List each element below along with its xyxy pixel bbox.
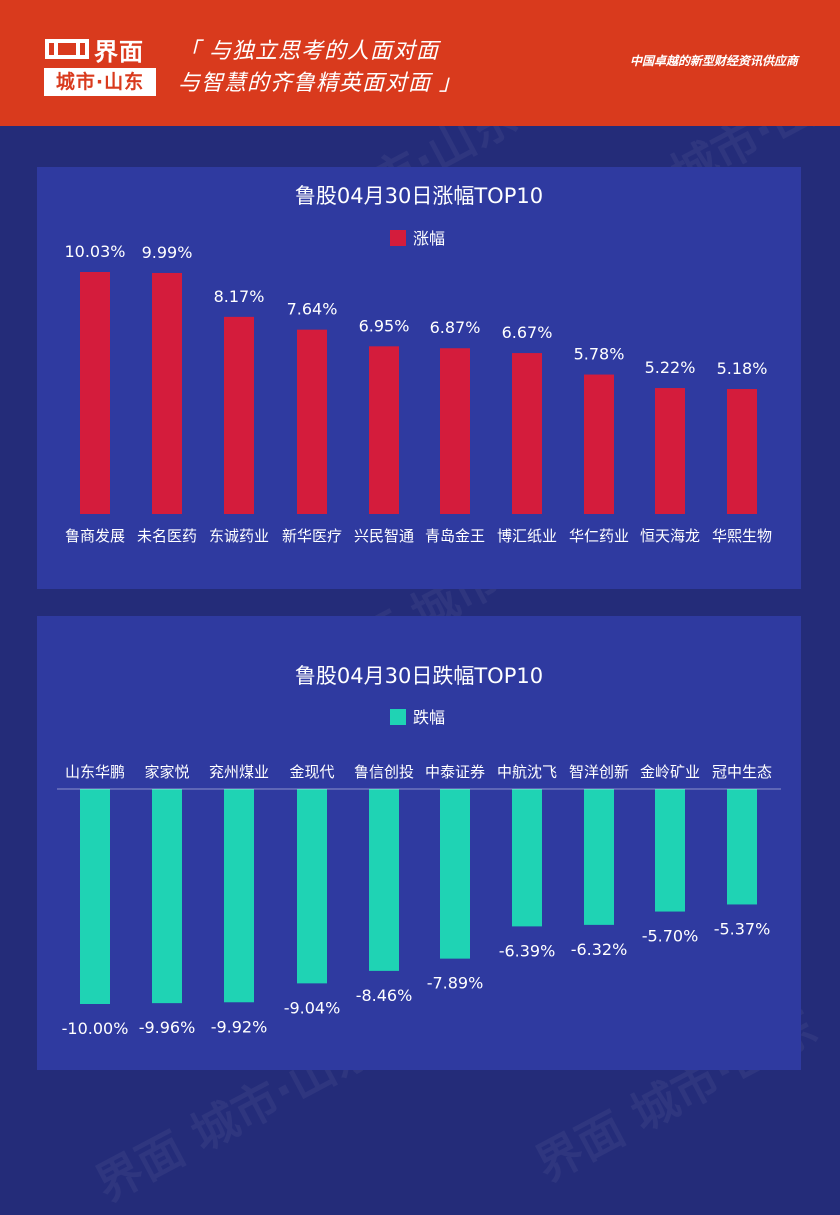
legend-swatch xyxy=(390,709,406,725)
data-label: 5.22% xyxy=(645,358,696,377)
bar xyxy=(297,789,327,984)
bar xyxy=(512,789,542,927)
logo-mark-icon xyxy=(45,39,89,59)
category-label: 家家悦 xyxy=(144,763,189,781)
category-label: 东诚药业 xyxy=(209,527,269,545)
data-label: -7.89% xyxy=(427,974,484,993)
category-label: 博汇纸业 xyxy=(497,527,557,545)
bar xyxy=(584,789,614,925)
legend-swatch xyxy=(390,230,406,246)
data-label: 10.03% xyxy=(64,242,125,261)
category-label: 青岛金王 xyxy=(425,527,485,545)
bar xyxy=(297,329,327,514)
data-label: -5.70% xyxy=(642,927,699,946)
category-label: 金岭矿业 xyxy=(640,763,700,781)
data-label: -8.46% xyxy=(356,986,413,1005)
category-label: 智洋创新 xyxy=(569,763,629,781)
rise-chart: 鲁股04月30日涨幅TOP10 涨幅 10.03% 鲁商发展 9.99% 未名医药 8.17… xyxy=(64,184,772,545)
category-label: 华仁药业 xyxy=(569,527,629,545)
chart-title: 鲁股04月30日涨幅TOP10 xyxy=(295,184,543,208)
category-label: 鲁信创投 xyxy=(354,763,414,781)
bar xyxy=(224,316,254,514)
data-label: -10.00% xyxy=(62,1019,129,1038)
slogan-line-1: 「 与独立思考的人面对面 xyxy=(178,39,439,64)
data-label: 6.95% xyxy=(359,316,410,335)
bar xyxy=(80,789,110,1004)
bar xyxy=(369,346,399,514)
bar xyxy=(440,348,470,514)
category-label: 新华医疗 xyxy=(282,527,342,545)
category-label: 华熙生物 xyxy=(712,527,772,545)
category-label: 中泰证券 xyxy=(425,763,485,781)
category-label: 未名医药 xyxy=(137,527,197,545)
data-label: 7.64% xyxy=(287,300,338,319)
category-label: 中航沈飞 xyxy=(497,763,557,781)
category-label: 鲁商发展 xyxy=(65,527,125,545)
logo-text: 界面 xyxy=(94,37,144,66)
chart-title: 鲁股04月30日跌幅TOP10 xyxy=(295,664,543,688)
category-label: 兖州煤业 xyxy=(209,763,269,781)
bar xyxy=(369,789,399,971)
category-label: 兴民智通 xyxy=(354,527,414,545)
logo-city: 城市·山东 xyxy=(44,68,156,96)
data-label: -9.92% xyxy=(211,1017,268,1036)
category-label: 金现代 xyxy=(289,763,334,781)
brand-logo: 界面 城市·山东 xyxy=(44,34,156,96)
slogan: 「 与独立思考的人面对面 与智慧的齐鲁精英面对面 」 xyxy=(178,36,462,100)
legend-label: 跌幅 xyxy=(413,708,445,727)
bar xyxy=(727,789,757,905)
data-label: 6.67% xyxy=(502,323,553,342)
data-label: 5.18% xyxy=(717,359,768,378)
header-banner: 界面 城市·山东 「 与独立思考的人面对面 与智慧的齐鲁精英面对面 」 中国卓越… xyxy=(0,0,840,126)
bar xyxy=(224,789,254,1003)
fall-chart: 鲁股04月30日跌幅TOP10 跌幅 -10.00% 山东华鹏 -9.96% 家家悦 -9.… xyxy=(57,664,781,1038)
bar xyxy=(80,272,110,514)
bar xyxy=(655,789,685,912)
data-label: 9.99% xyxy=(142,243,193,262)
legend-label: 涨幅 xyxy=(413,229,445,248)
data-label: -6.32% xyxy=(571,940,628,959)
bar xyxy=(655,388,685,514)
fall-chart-panel: 鲁股04月30日跌幅TOP10 跌幅 -10.00% 山东华鹏 -9.96% 家家悦 -9.… xyxy=(37,616,801,1070)
tagline: 中国卓越的新型财经资讯供应商 xyxy=(629,54,798,68)
data-label: -9.96% xyxy=(139,1018,196,1037)
data-label: 6.87% xyxy=(430,318,481,337)
bar xyxy=(584,374,614,514)
data-label: -9.04% xyxy=(284,998,341,1017)
rise-chart-panel: 鲁股04月30日涨幅TOP10 涨幅 10.03% 鲁商发展 9.99% 未名医药 8.17… xyxy=(37,167,801,589)
data-label: -5.37% xyxy=(714,919,771,938)
slogan-line-2: 与智慧的齐鲁精英面对面 」 xyxy=(178,71,462,96)
bar xyxy=(727,389,757,514)
bar xyxy=(152,272,182,514)
data-label: -6.39% xyxy=(499,941,556,960)
category-label: 山东华鹏 xyxy=(65,763,125,781)
data-label: 8.17% xyxy=(214,287,265,306)
bar xyxy=(152,789,182,1004)
bar xyxy=(440,789,470,959)
category-label: 冠中生态 xyxy=(712,763,772,781)
data-label: 5.78% xyxy=(574,345,625,364)
bar xyxy=(512,353,542,514)
category-label: 恒天海龙 xyxy=(640,527,700,545)
